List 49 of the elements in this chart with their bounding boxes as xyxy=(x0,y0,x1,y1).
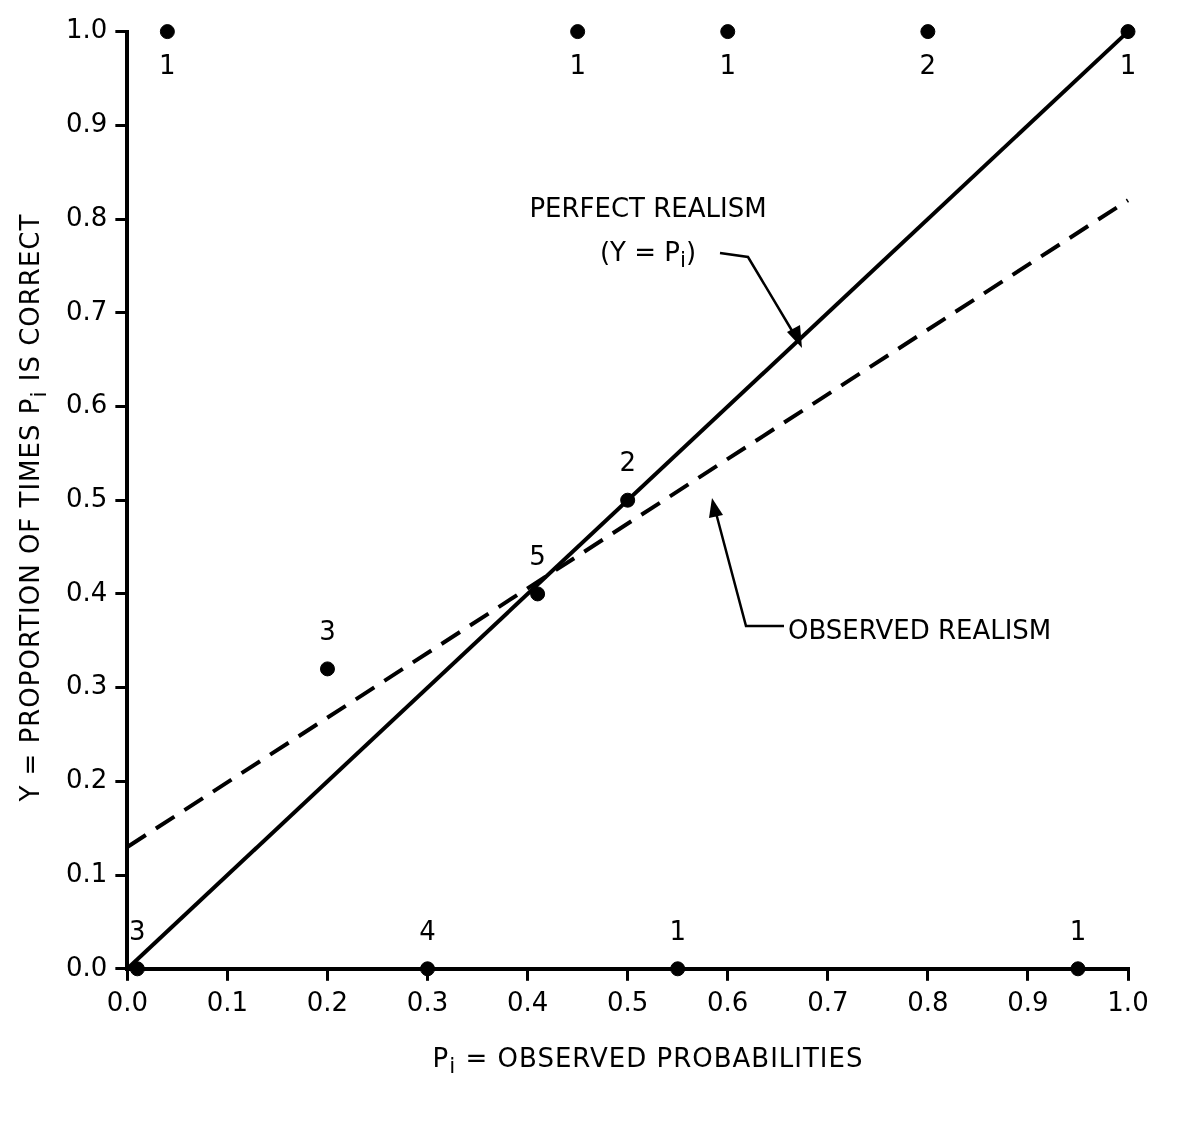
annotation: 1 xyxy=(719,50,737,81)
annotation: 1 xyxy=(1119,50,1137,81)
y-tick-label: 0.3 xyxy=(65,670,108,701)
annotation: 2 xyxy=(919,50,937,81)
point xyxy=(129,961,145,977)
x-tick-label: 0.7 xyxy=(807,987,849,1018)
x-tick-label: 0.6 xyxy=(707,987,749,1018)
annotation: OBSERVED REALISM xyxy=(788,614,1053,647)
point xyxy=(1120,24,1136,40)
x-tick-label: 0.1 xyxy=(206,987,249,1018)
point xyxy=(720,24,736,40)
y-tick-label: 0.6 xyxy=(65,389,108,420)
y-tick-label: 0.7 xyxy=(65,295,108,326)
annotation: 1 xyxy=(159,50,176,81)
annotation: 2 xyxy=(619,446,636,477)
point xyxy=(620,492,636,508)
point xyxy=(570,24,586,40)
point xyxy=(920,24,936,40)
annotation: 3 xyxy=(129,915,146,946)
y-tick-label: 0.9 xyxy=(65,108,108,139)
x-tick-label: 0.9 xyxy=(1007,987,1049,1018)
y-tick-label: 1.0 xyxy=(65,14,108,45)
annotation: 5 xyxy=(529,540,546,571)
point xyxy=(420,961,436,977)
y-tick-label: 0.8 xyxy=(65,201,108,232)
y-tick-label: 0.1 xyxy=(65,857,108,888)
y-tick-label: 0.0 xyxy=(65,951,108,982)
x-tick-label: 1.0 xyxy=(1107,987,1149,1018)
x-tick-label: 0.0 xyxy=(106,987,149,1018)
y-tick-label: 0.4 xyxy=(65,576,108,607)
point xyxy=(530,586,546,602)
annotation: 1 xyxy=(669,915,686,946)
y-tick-label: 0.5 xyxy=(65,482,108,513)
point xyxy=(159,24,175,40)
x-tick-label: 0.2 xyxy=(306,987,349,1018)
annotation: 1 xyxy=(569,50,586,81)
point xyxy=(319,661,335,677)
annotation: PERFECT REALISM (Y = P$_{i}$) xyxy=(528,192,768,275)
point xyxy=(670,961,686,977)
annotation: 3 xyxy=(319,615,336,646)
x-axis-title: P$_{i}$ = OBSERVED PROBABILITIES xyxy=(431,1043,865,1079)
x-tick-label: 0.3 xyxy=(406,987,449,1018)
x-tick-label: 0.4 xyxy=(506,987,549,1018)
annotation: 4 xyxy=(419,915,436,946)
x-tick-label: 0.8 xyxy=(907,987,949,1018)
x-tick-label: 0.5 xyxy=(606,987,649,1018)
annotation: 1 xyxy=(1069,915,1087,946)
point xyxy=(1070,961,1086,977)
y-tick-label: 0.2 xyxy=(65,764,108,795)
